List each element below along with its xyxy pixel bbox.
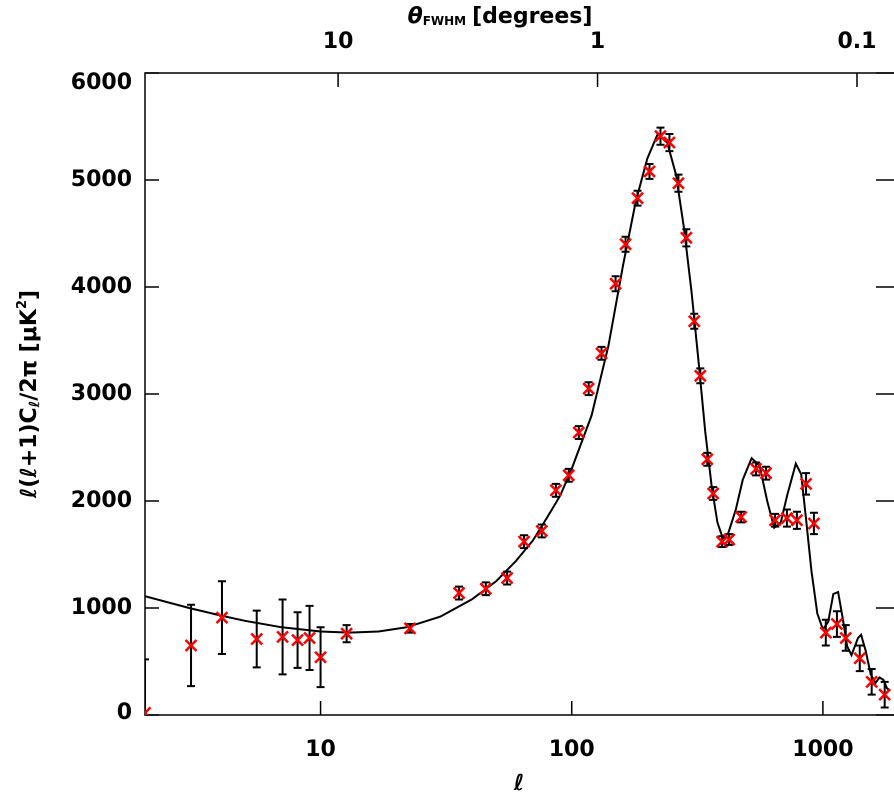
x2-axis-title: θFWHM [degrees] bbox=[408, 4, 593, 29]
data-point bbox=[340, 627, 354, 641]
y-tick-label: 1000 bbox=[71, 595, 132, 620]
data-point bbox=[403, 621, 417, 635]
error-bar bbox=[145, 658, 149, 715]
y-tick-label: 3000 bbox=[71, 381, 132, 406]
y-sup: 2 bbox=[15, 300, 30, 309]
x2-text: [degrees] bbox=[472, 4, 592, 29]
data-point bbox=[500, 571, 514, 585]
y-tick-label: 6000 bbox=[71, 70, 132, 95]
data-point bbox=[595, 346, 608, 360]
y-end: ] bbox=[17, 290, 42, 300]
data-point bbox=[631, 191, 644, 205]
y-tick-label: 0 bbox=[117, 700, 132, 725]
data-point bbox=[865, 675, 879, 689]
data-point bbox=[562, 468, 576, 482]
y-tick-label: 4000 bbox=[71, 274, 132, 299]
data-point bbox=[184, 639, 198, 652]
data-point bbox=[687, 314, 701, 328]
data-point bbox=[819, 626, 833, 639]
data-point bbox=[759, 466, 773, 480]
data-point bbox=[749, 462, 763, 476]
data-point bbox=[643, 165, 656, 178]
data-point bbox=[303, 631, 316, 645]
data-point bbox=[582, 382, 596, 396]
data-point bbox=[780, 511, 794, 525]
x-axis-title: ℓ bbox=[513, 771, 524, 796]
x-tick-label: 100 bbox=[549, 737, 595, 762]
data-point bbox=[722, 533, 736, 546]
data-point bbox=[734, 510, 748, 524]
data-point bbox=[693, 369, 707, 383]
data-point bbox=[479, 582, 493, 596]
data-point bbox=[549, 483, 563, 497]
data-point bbox=[830, 617, 844, 631]
data-point bbox=[609, 277, 622, 291]
data-point bbox=[517, 535, 531, 549]
data-point bbox=[799, 477, 813, 491]
data-point bbox=[314, 650, 327, 664]
x2-tick-label: 10 bbox=[323, 29, 354, 54]
model-curve bbox=[145, 132, 891, 692]
data-point bbox=[572, 426, 586, 439]
data-point bbox=[807, 517, 821, 530]
data-point bbox=[700, 452, 714, 466]
y-tick-label: 2000 bbox=[71, 488, 132, 513]
x2-symbol: θ bbox=[408, 4, 423, 29]
y-sub: ℓ bbox=[27, 401, 43, 409]
x2-tick-label: 1 bbox=[590, 29, 605, 54]
data-point bbox=[276, 630, 289, 644]
y-axis-title: ℓ(ℓ+1)Cℓ/2π [μK2] bbox=[15, 290, 44, 499]
data-point bbox=[663, 136, 676, 149]
data-point bbox=[452, 586, 466, 600]
y-main: ℓ(ℓ+1)C bbox=[17, 407, 42, 499]
x2-sub: FWHM bbox=[423, 14, 466, 28]
data-point bbox=[250, 632, 264, 646]
data-point bbox=[679, 231, 693, 245]
data-point bbox=[672, 176, 685, 190]
y-rest: /2π [μK bbox=[17, 308, 42, 401]
data-point bbox=[853, 651, 867, 665]
data-point bbox=[145, 706, 152, 715]
x-tick-label: 10 bbox=[305, 737, 336, 762]
data-point bbox=[706, 487, 720, 500]
y-tick-label: 5000 bbox=[71, 167, 132, 192]
plot-area bbox=[145, 126, 892, 715]
data-point bbox=[535, 524, 549, 538]
x-tick-label: 1000 bbox=[792, 737, 853, 762]
data-point bbox=[839, 631, 853, 645]
data-point bbox=[768, 513, 782, 527]
data-point bbox=[619, 237, 632, 251]
data-point bbox=[878, 688, 892, 702]
data-point bbox=[291, 633, 304, 647]
x2-tick-label: 0.1 bbox=[837, 29, 876, 54]
data-point bbox=[790, 513, 804, 527]
data-point bbox=[215, 611, 229, 625]
data-point bbox=[654, 129, 667, 143]
